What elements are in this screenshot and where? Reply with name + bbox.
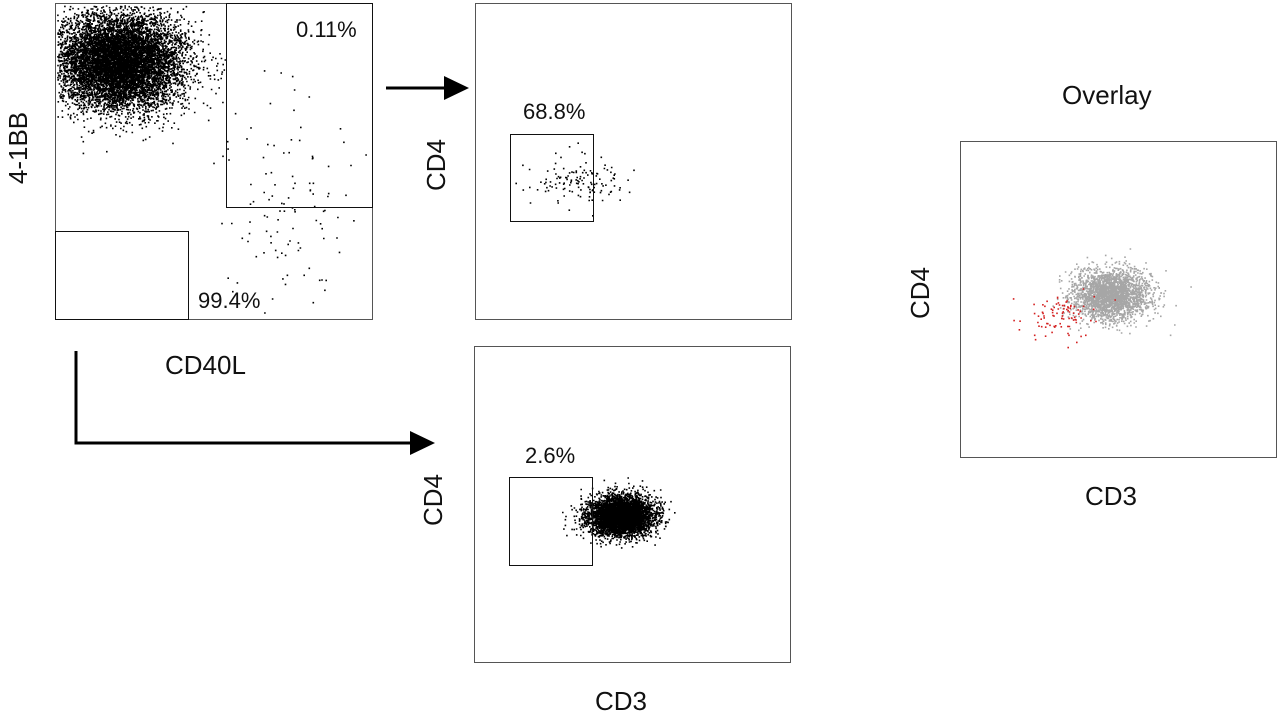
gate-upper-right [226,3,373,208]
scatter-plot-overlay [960,141,1277,458]
gate-lower-left [55,231,189,320]
arrow-down-right-to-cd4-negative [74,351,435,455]
gate-cd4-negative [509,477,593,566]
gate-percent-68-8: 68.8% [523,99,586,124]
x-axis-label-cd3-overlay: CD3 [1085,481,1138,511]
scatter-points-plot-4 [1012,248,1192,349]
x-axis-label-cd40l: CD40L [165,350,246,380]
scatter-plot-cd4-gated-positive: 68.8% [475,3,792,320]
overlay-title: Overlay [1062,80,1152,110]
population-0-0-dots [57,5,237,155]
gate-percent-0-11: 0.11% [296,17,357,42]
x-axis-label-cd3-plot-3: CD3 [595,686,648,716]
population-3-0-dots [1052,248,1192,337]
arrow-right-to-cd4-positive [386,76,469,100]
scatter-points-plot-3 [562,477,676,549]
gate-cd4-positive [510,134,594,222]
scatter-points-plot-1 [57,5,367,314]
gate-percent-99-4: 99.4% [198,288,261,313]
population-2-0-dots [562,477,676,549]
scatter-plot-cd4-gated-negative: 2.6% [474,346,791,663]
gate-percent-2-6: 2.6% [525,443,576,468]
scatter-plot-4-1bb-vs-cd40l: 0.11% 99.4% [55,3,373,320]
